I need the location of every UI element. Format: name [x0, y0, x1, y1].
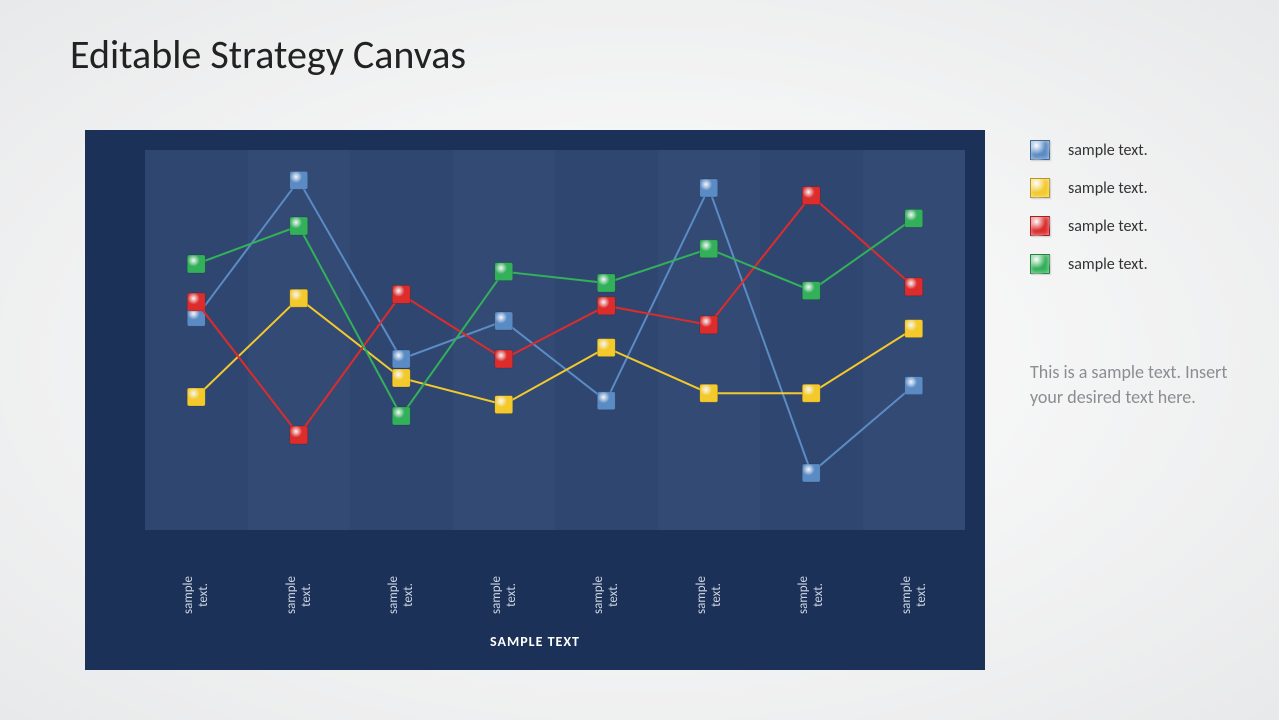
x-tick-label: sample text.: [555, 540, 658, 630]
plot-column: [145, 150, 248, 530]
plot-column: [350, 150, 453, 530]
legend-marker-icon: [1030, 254, 1050, 274]
x-tick-label: sample text.: [248, 540, 351, 630]
plot-column: [863, 150, 966, 530]
plot-column: [453, 150, 556, 530]
legend-item: sample text.: [1030, 254, 1250, 274]
legend-label: sample text.: [1068, 217, 1250, 236]
legend: sample text. sample text. sample text. samp…: [1030, 140, 1250, 292]
x-axis-label: SAMPLE TEXT: [490, 633, 580, 650]
legend-label: sample text.: [1068, 141, 1250, 160]
x-tick-label: sample text.: [658, 540, 761, 630]
plot-column: [248, 150, 351, 530]
slide-title: Editable Strategy Canvas: [70, 30, 466, 79]
x-tick-label: sample text.: [863, 540, 966, 630]
legend-marker-icon: [1030, 216, 1050, 236]
x-tick-label: sample text.: [453, 540, 556, 630]
plot-column: [555, 150, 658, 530]
strategy-canvas-chart: SAMPLE TEXT sample text.sample text.samp…: [85, 130, 985, 670]
x-tick-label: sample text.: [350, 540, 453, 630]
plot-column: [658, 150, 761, 530]
x-tick-label: sample text.: [760, 540, 863, 630]
x-tick-label: sample text.: [145, 540, 248, 630]
legend-label: sample text.: [1068, 179, 1250, 198]
legend-label: sample text.: [1068, 255, 1250, 274]
plot-column: [760, 150, 863, 530]
legend-item: sample text.: [1030, 216, 1250, 236]
legend-item: sample text.: [1030, 178, 1250, 198]
legend-marker-icon: [1030, 178, 1050, 198]
plot-area: [145, 150, 965, 530]
side-description: This is a sample text. Insert your desir…: [1030, 360, 1230, 410]
legend-marker-icon: [1030, 140, 1050, 160]
legend-item: sample text.: [1030, 140, 1250, 160]
